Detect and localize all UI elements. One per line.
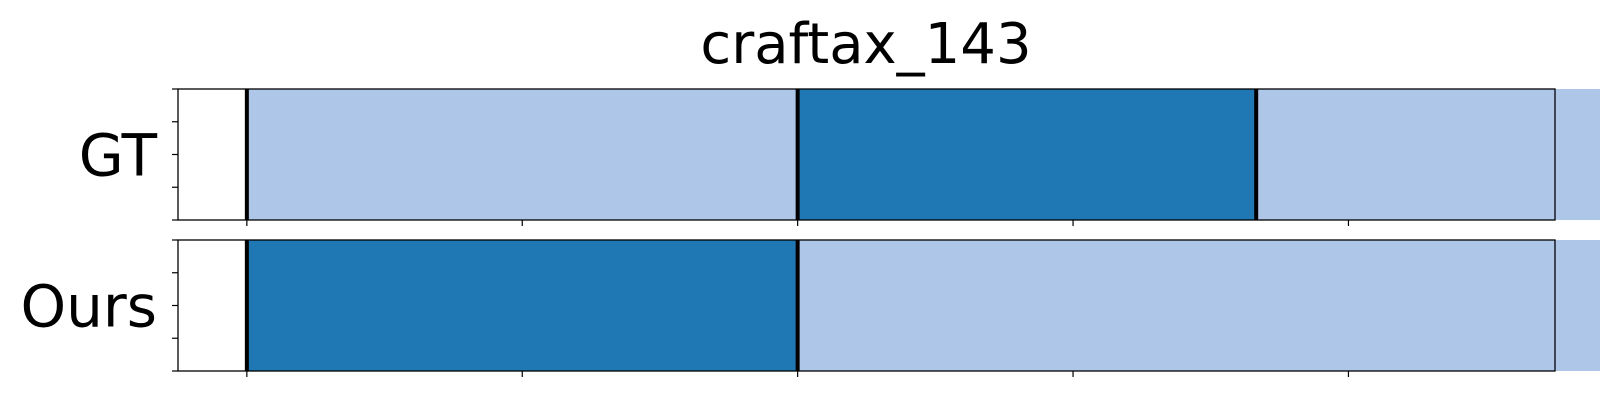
- row-label-ours: Ours: [21, 273, 157, 341]
- segment-ours-0: [246, 240, 798, 371]
- row-gt: GT: [79, 88, 1600, 226]
- chart-title: craftax_143: [700, 12, 1031, 77]
- row-ours: Ours: [21, 239, 1600, 377]
- rows-layer: GT Ours: [21, 88, 1600, 377]
- segment-gt-1: [797, 89, 1257, 220]
- segment-gt-0: [246, 89, 798, 220]
- segment-gt-2: [1256, 89, 1600, 220]
- segment-ours-1: [797, 240, 1600, 371]
- row-label-gt: GT: [79, 122, 158, 190]
